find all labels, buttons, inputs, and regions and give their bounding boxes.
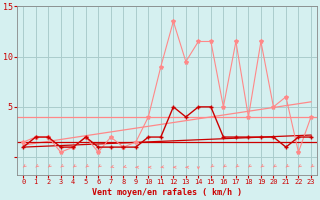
X-axis label: Vent moyen/en rafales ( km/h ): Vent moyen/en rafales ( km/h ) bbox=[92, 188, 242, 197]
